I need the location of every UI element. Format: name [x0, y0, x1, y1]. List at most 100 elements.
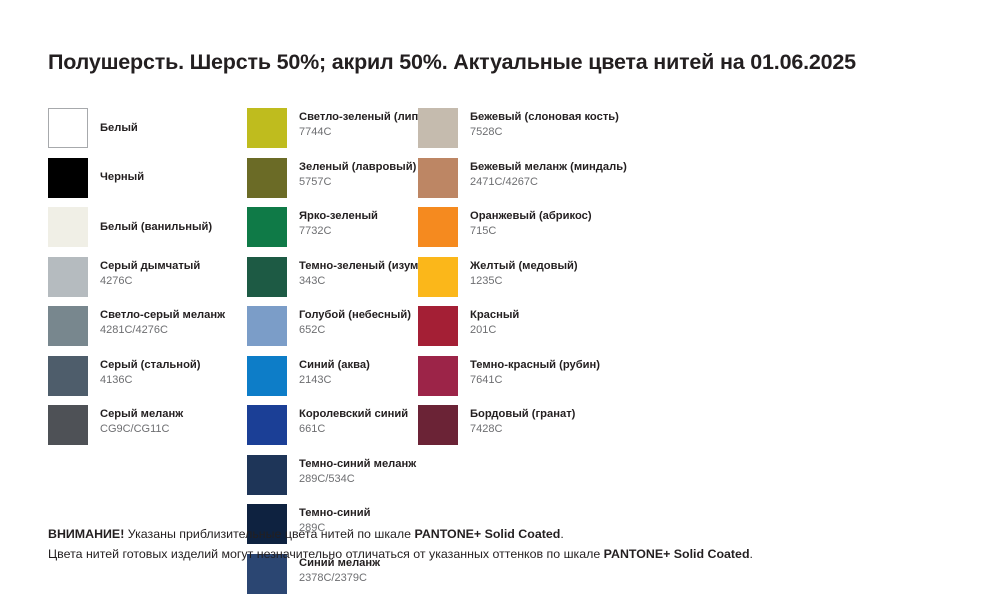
color-swatch-row[interactable]: Оранжевый (абрикос) 715C	[418, 207, 648, 247]
color-swatch-row[interactable]: Серый меланж CG9C/CG11C	[48, 405, 248, 445]
color-pantone-code: 2471C/4267C	[470, 175, 538, 188]
footer-line-2: Цвета нитей готовых изделий могут незнач…	[48, 544, 948, 564]
color-name: Синий (аква)	[299, 358, 370, 371]
color-pantone-code: 4281C/4276C	[100, 324, 168, 336]
color-pantone-code: 7744C	[299, 126, 332, 138]
color-labels: Бежевый меланж (миндаль) 2471C/4267C	[470, 158, 627, 200]
color-swatch-row[interactable]: Бежевый меланж (миндаль) 2471C/4267C	[418, 157, 648, 200]
color-pantone-code: 652C	[299, 324, 326, 336]
color-pantone-code: 2143C	[299, 373, 332, 386]
color-swatch	[48, 306, 88, 346]
color-name: Ярко-зеленый	[299, 210, 378, 222]
color-swatch	[247, 256, 287, 297]
color-labels: Темно-синий меланж 289C/534C	[299, 455, 416, 497]
color-swatch-row[interactable]: Темно-синий меланж 289C/534C	[247, 454, 422, 497]
color-name: Светло-зеленый (липа)	[299, 111, 429, 123]
color-pantone-code: 715C	[470, 225, 497, 237]
color-name: Серый (стальной)	[100, 358, 201, 371]
color-pantone-code: 7528C	[470, 126, 503, 138]
color-swatch	[418, 157, 458, 198]
color-swatch	[48, 405, 88, 445]
color-labels: Темно-зеленый (изумруд) 343C	[299, 257, 442, 299]
color-labels: Серый меланж CG9C/CG11C	[100, 405, 183, 447]
color-swatch-row[interactable]: Синий меланж 2378C/2379C	[247, 553, 422, 596]
footer-note: ВНИМАНИЕ! Указаны приблизительные цвета …	[48, 524, 948, 564]
color-name: Темно-синий меланж	[299, 457, 417, 470]
color-swatch-row[interactable]: Ярко-зеленый 7732C	[247, 207, 422, 247]
color-labels: Белый (ванильный)	[100, 207, 212, 247]
color-name: Оранжевый (абрикос)	[470, 210, 592, 222]
palette-column-warm-reds: Бежевый (слоновая кость) 7528C Бежевый мел…	[418, 108, 648, 455]
color-labels: Синий (аква) 2143C	[299, 356, 370, 398]
footer-brand-2: PANTONE+ Solid Coated	[603, 547, 750, 561]
color-swatch-row[interactable]: Белый (ванильный)	[48, 207, 248, 247]
footer-line-1-text: Указаны приблизительные цвета нитей по ш…	[124, 527, 415, 541]
color-pantone-code: 289C/534C	[299, 472, 355, 485]
color-swatch-row[interactable]: Темно-синий 289C	[247, 504, 422, 544]
color-labels: Белый	[100, 108, 138, 148]
color-swatch-row[interactable]: Зеленый (лавровый) 5757C	[247, 157, 422, 198]
color-swatch-row[interactable]: Светло-серый меланж 4281C/4276C	[48, 306, 248, 346]
color-name: Черный	[100, 171, 145, 183]
color-labels: Желтый (медовый) 1235C	[470, 257, 578, 299]
color-swatch-row[interactable]: Темно-зеленый (изумруд) 343C	[247, 256, 442, 297]
color-pantone-code: 4136C	[100, 373, 133, 386]
color-swatch	[48, 157, 88, 198]
color-swatch	[247, 157, 287, 198]
color-swatch	[418, 207, 458, 247]
color-swatch	[48, 207, 88, 247]
color-swatch-row[interactable]: Белый	[48, 108, 248, 148]
color-labels: Королевский синий 661C	[299, 405, 408, 447]
color-name: Светло-серый меланж	[100, 309, 226, 321]
color-name: Темно-зеленый (изумруд)	[299, 259, 442, 272]
color-name: Темно-синий	[299, 507, 371, 519]
color-pantone-code: 661C	[299, 423, 326, 435]
color-name: Бежевый (слоновая кость)	[470, 111, 619, 123]
color-swatch	[48, 108, 88, 148]
color-name: Серый меланж	[100, 408, 184, 420]
color-name: Бордовый (гранат)	[470, 408, 576, 420]
color-swatch	[247, 405, 287, 445]
palette-column-greens-blues: Светло-зеленый (липа) 7744C Зеленый (лавро…	[247, 108, 442, 603]
color-swatch-row[interactable]: Бежевый (слоновая кость) 7528C	[418, 108, 648, 148]
color-swatch-row[interactable]: Бордовый (гранат) 7428C	[418, 405, 648, 445]
color-swatch-row[interactable]: Красный 201C	[418, 306, 648, 346]
color-pantone-code: 5757C	[299, 175, 332, 188]
footer-line-1: ВНИМАНИЕ! Указаны приблизительные цвета …	[48, 524, 948, 544]
color-swatch-row[interactable]: Серый (стальной) 4136C	[48, 355, 248, 396]
color-name: Голубой (небесный)	[299, 309, 411, 321]
color-pantone-code: 7641C	[470, 373, 503, 386]
color-labels: Светло-серый меланж 4281C/4276C	[100, 306, 225, 348]
footer-brand-1: PANTONE+ Solid Coated	[414, 527, 561, 541]
color-labels: Бордовый (гранат) 7428C	[470, 405, 575, 447]
color-swatch	[247, 553, 287, 594]
color-swatch-row[interactable]: Темно-красный (рубин) 7641C	[418, 355, 648, 398]
color-pantone-code: 201C	[470, 324, 497, 336]
color-swatch-row[interactable]: Серый дымчатый 4276C	[48, 256, 248, 297]
color-swatch	[247, 504, 287, 544]
color-labels: Ярко-зеленый 7732C	[299, 207, 378, 249]
page-title: Полушерсть. Шерсть 50%; акрил 50%. Актуа…	[48, 50, 856, 74]
color-swatch-row[interactable]: Светло-зеленый (липа) 7744C	[247, 108, 428, 148]
color-labels: Синий меланж 2378C/2379C	[299, 554, 380, 596]
color-name: Желтый (медовый)	[470, 259, 578, 272]
color-swatch	[247, 355, 287, 396]
footer-attention-label: ВНИМАНИЕ!	[48, 527, 125, 541]
color-labels: Темно-красный (рубин) 7641C	[470, 356, 600, 398]
color-labels: Бежевый (слоновая кость) 7528C	[470, 108, 619, 150]
color-swatch	[418, 256, 458, 297]
color-swatch-row[interactable]: Голубой (небесный) 652C	[247, 306, 422, 346]
color-pantone-code: 1235C	[470, 274, 503, 287]
color-swatch-row[interactable]: Королевский синий 661C	[247, 405, 422, 445]
color-swatch-row[interactable]: Синий (аква) 2143C	[247, 355, 422, 398]
color-swatch-row[interactable]: Черный	[48, 157, 248, 198]
color-name: Бежевый меланж (миндаль)	[470, 160, 627, 173]
color-swatch	[418, 306, 458, 346]
color-pantone-code: CG9C/CG11C	[100, 423, 170, 435]
color-name: Зеленый (лавровый)	[299, 160, 417, 173]
color-swatch	[247, 306, 287, 346]
color-swatch-row[interactable]: Желтый (медовый) 1235C	[418, 256, 648, 299]
color-labels: Светло-зеленый (липа) 7744C	[299, 108, 428, 150]
color-name: Красный	[470, 309, 520, 321]
